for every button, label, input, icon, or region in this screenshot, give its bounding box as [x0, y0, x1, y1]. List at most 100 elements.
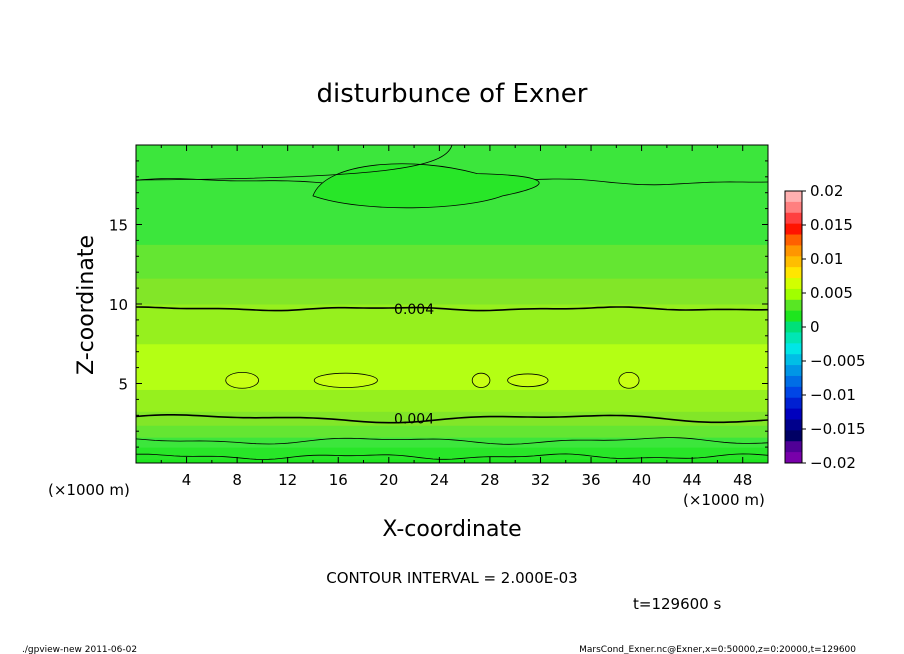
contour-band — [136, 386, 768, 390]
contour-band — [136, 422, 768, 426]
contour-band — [136, 319, 768, 323]
contour-band — [136, 384, 768, 388]
contour-band — [136, 285, 768, 289]
contour-band — [136, 271, 768, 275]
contour-band — [136, 297, 768, 301]
contour-band — [136, 245, 768, 249]
contour-band — [136, 218, 768, 222]
contour-band — [136, 156, 768, 160]
chart-title: disturbunce of Exner — [317, 79, 588, 109]
contour-band — [136, 146, 768, 150]
colorbar-segment — [785, 332, 802, 344]
contour-band — [136, 367, 768, 371]
contour-closed — [313, 372, 378, 388]
contour-band — [136, 361, 768, 365]
contour-band — [136, 452, 768, 456]
contour-band — [136, 351, 768, 355]
y-axis-label: Z-coordinate — [74, 235, 99, 375]
contour-band — [136, 410, 768, 414]
contour-line — [136, 306, 768, 312]
contour-band — [136, 235, 768, 239]
colorbar-segment — [785, 256, 802, 268]
colorbar-segment — [785, 191, 802, 203]
contour-closed — [225, 371, 260, 389]
contour-band — [136, 237, 768, 241]
contour-band — [136, 160, 768, 164]
contour-band — [136, 293, 768, 297]
contour-band — [136, 277, 768, 281]
footer-right: MarsCond_Exner.nc@Exner,x=0:50000,z=0:20… — [579, 645, 856, 654]
contour-band — [136, 396, 768, 400]
contour-interval-text: CONTOUR INTERVAL = 2.000E-03 — [326, 569, 577, 587]
contour-band — [136, 454, 768, 458]
colorbar-segment — [785, 288, 802, 301]
contour-band — [136, 257, 768, 261]
contour-band — [136, 456, 768, 460]
contour-band — [136, 301, 768, 305]
colorbar-segment — [785, 310, 802, 323]
y-axis-ticks: 5 10 15 — [109, 160, 768, 448]
x-tick-label: 4 — [182, 471, 192, 489]
contour-band — [136, 345, 768, 349]
contour-band — [136, 325, 768, 329]
plot-area — [136, 145, 768, 463]
contour-closed — [312, 163, 540, 209]
contour-band — [136, 388, 768, 392]
contour-band — [136, 408, 768, 412]
contour-band — [136, 275, 768, 279]
footer-left: ./gpview-new 2011-06-02 — [22, 645, 137, 654]
contour-band — [136, 158, 768, 162]
contour-band — [136, 377, 768, 381]
contour-band — [136, 222, 768, 225]
contour-band — [136, 216, 768, 220]
colorbar-segment — [785, 441, 802, 453]
contour-band — [136, 208, 768, 212]
contour-band — [136, 212, 768, 216]
contour-band — [136, 269, 768, 273]
colorbar-segment — [785, 365, 802, 377]
x-tick-label: 20 — [379, 471, 398, 489]
contour-band — [136, 162, 768, 166]
contour-label: 0.004 — [394, 302, 434, 318]
contour-band — [136, 299, 768, 303]
y-tick-label: 15 — [109, 217, 128, 235]
contour-band — [136, 460, 768, 463]
x-axis-unit-left: (×1000 m) — [48, 481, 130, 499]
contour-band — [136, 398, 768, 402]
x-tick-label: 32 — [531, 471, 550, 489]
x-axis-label: X-coordinate — [382, 517, 521, 542]
contour-band — [136, 450, 768, 454]
contour-closed — [471, 372, 491, 388]
contour-band — [136, 363, 768, 367]
contour-label-layer: 0.004 0.004 — [394, 302, 434, 428]
contour-band — [136, 333, 768, 337]
contour-band — [136, 273, 768, 277]
contour-band — [136, 233, 768, 237]
contour-band — [136, 400, 768, 404]
contour-band — [136, 281, 768, 285]
contour-band — [136, 406, 768, 410]
contour-band — [136, 263, 768, 267]
time-stamp: t=129600 s — [633, 595, 721, 613]
contour-band — [136, 267, 768, 271]
contour-band — [136, 369, 768, 373]
x-tick-label: 36 — [581, 471, 600, 489]
colorbar-segment — [785, 386, 802, 399]
contour-band — [136, 444, 768, 448]
y-tick-label: 10 — [109, 296, 128, 314]
contour-band — [136, 231, 768, 235]
contour-band — [136, 303, 768, 307]
contour-band — [136, 434, 768, 438]
contour-band — [136, 353, 768, 357]
contour-band — [136, 152, 768, 156]
colorbar-label: 0.02 — [810, 182, 843, 200]
colorbar-segment — [785, 245, 802, 257]
contour-lines — [136, 145, 768, 460]
contour-band — [136, 148, 768, 152]
contour-band — [136, 243, 768, 247]
contour-band — [136, 206, 768, 210]
contour-band — [136, 458, 768, 462]
contour-band — [136, 371, 768, 375]
contour-band — [136, 420, 768, 424]
